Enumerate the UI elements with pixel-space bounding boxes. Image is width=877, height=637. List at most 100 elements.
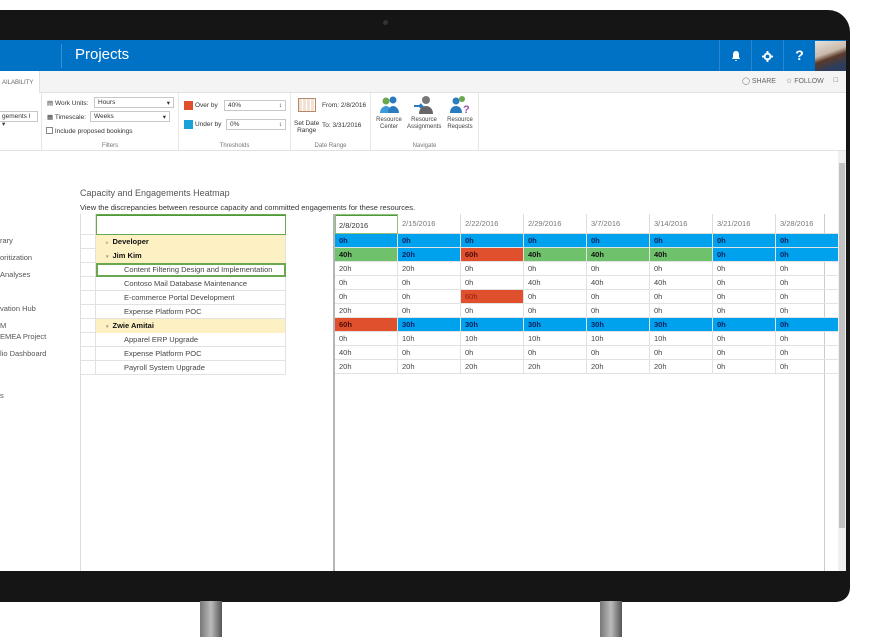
heatmap-cell[interactable]: 0h <box>461 262 524 276</box>
heatmap-cell[interactable]: 0h <box>524 262 587 276</box>
row-label[interactable]: Expense Platform POC <box>96 347 286 361</box>
heatmap-cell[interactable]: 0h <box>713 346 776 360</box>
under-by-spinner[interactable]: 0% ↕ <box>226 119 286 130</box>
heatmap-cell[interactable]: 20h <box>335 360 398 374</box>
heatmap-cell[interactable]: 40h <box>587 276 650 290</box>
heatmap-cell[interactable]: 0h <box>335 290 398 304</box>
heatmap-cell[interactable]: 20h <box>650 360 713 374</box>
column-header-date[interactable]: 3/28/2016 <box>776 214 839 234</box>
heatmap-cell[interactable]: 0h <box>398 276 461 290</box>
heatmap-cell[interactable]: 0h <box>713 290 776 304</box>
heatmap-cell[interactable]: 0h <box>776 346 839 360</box>
engagement-row[interactable]: Contoso Mail Database Maintenance <box>81 277 286 291</box>
engagement-row[interactable]: Content Filtering Design and Implementat… <box>81 263 286 277</box>
heatmap-cell[interactable]: 20h <box>461 360 524 374</box>
heatmap-cell[interactable]: 0h <box>650 346 713 360</box>
heatmap-cell[interactable]: 0h <box>335 276 398 290</box>
row-label[interactable]: Contoso Mail Database Maintenance <box>96 277 286 291</box>
vertical-scrollbar[interactable] <box>838 151 846 571</box>
row-label[interactable]: ▾ Zwie Amitai <box>96 319 286 333</box>
heatmap-cell[interactable]: 0h <box>524 290 587 304</box>
view-select[interactable]: gements I ▾ <box>0 111 38 128</box>
heatmap-cell[interactable]: 0h <box>713 360 776 374</box>
over-by-spinner[interactable]: 40% ↕ <box>224 100 286 111</box>
heatmap-cell[interactable]: 0h <box>776 360 839 374</box>
heatmap-cell[interactable]: 30h <box>461 318 524 332</box>
row-label[interactable]: Payroll System Upgrade <box>96 361 286 375</box>
heatmap-cell[interactable]: 20h <box>335 304 398 318</box>
engagement-row[interactable]: Payroll System Upgrade <box>81 361 286 375</box>
heatmap-cell[interactable]: 40h <box>650 248 713 262</box>
expander-icon[interactable]: ▾ <box>106 254 109 260</box>
include-proposed-checkbox[interactable]: Include proposed bookings <box>46 127 133 135</box>
heatmap-cell[interactable]: 0h <box>713 304 776 318</box>
focus-content-icon[interactable]: □ <box>833 77 838 84</box>
heatmap-cell[interactable]: 40h <box>650 276 713 290</box>
heatmap-cell[interactable]: 0h <box>713 262 776 276</box>
scrollbar-thumb[interactable] <box>839 163 845 528</box>
nav-item[interactable]: rary <box>0 236 13 245</box>
user-avatar[interactable] <box>815 41 846 71</box>
column-header-date[interactable]: 3/7/2016 <box>587 214 650 234</box>
heatmap-cell[interactable]: 10h <box>587 332 650 346</box>
heatmap-cell[interactable]: 30h <box>524 318 587 332</box>
heatmap-cell[interactable]: 0h <box>398 234 461 248</box>
row-label[interactable]: Apparel ERP Upgrade <box>96 333 286 347</box>
column-header-date[interactable]: 3/14/2016 <box>650 214 713 234</box>
heatmap-cell[interactable]: 0h <box>587 346 650 360</box>
resource-group-row[interactable]: ▾ Jim Kim <box>81 249 286 263</box>
heatmap-cell[interactable]: 60h <box>335 318 398 332</box>
nav-item[interactable]: M <box>0 321 7 330</box>
heatmap-cell[interactable]: 0h <box>650 304 713 318</box>
resource-group-row[interactable]: ▹ Developer <box>81 235 286 249</box>
heatmap-cell[interactable]: 0h <box>650 262 713 276</box>
heatmap-cell[interactable]: 10h <box>461 332 524 346</box>
heatmap-cell[interactable]: 0h <box>713 276 776 290</box>
heatmap-cell[interactable]: 30h <box>587 318 650 332</box>
heatmap-cell[interactable]: 0h <box>776 332 839 346</box>
help-icon[interactable]: ? <box>783 40 815 71</box>
heatmap-cell[interactable]: 0h <box>713 318 776 332</box>
column-header-date[interactable]: 3/21/2016 <box>713 214 776 234</box>
heatmap-cell[interactable]: 0h <box>713 332 776 346</box>
heatmap-cell[interactable]: 20h <box>587 360 650 374</box>
heatmap-cell[interactable]: 0h <box>713 248 776 262</box>
heatmap-cell[interactable]: 40h <box>587 248 650 262</box>
nav-item[interactable]: lio Dashboard <box>0 349 47 358</box>
engagement-row[interactable]: Expense Platform POC <box>81 305 286 319</box>
column-header-date[interactable]: 2/22/2016 <box>461 214 524 234</box>
column-header-date[interactable]: 2/29/2016 <box>524 214 587 234</box>
heatmap-cell[interactable]: 30h <box>398 318 461 332</box>
heatmap-cell[interactable]: 10h <box>650 332 713 346</box>
heatmap-cell[interactable]: 0h <box>776 262 839 276</box>
heatmap-cell[interactable]: 0h <box>776 290 839 304</box>
heatmap-cell[interactable]: 0h <box>398 346 461 360</box>
nav-item[interactable]: vation Hub <box>0 304 36 313</box>
heatmap-cell[interactable]: 40h <box>335 346 398 360</box>
heatmap-cell[interactable]: 40h <box>335 248 398 262</box>
app-title[interactable]: Projects <box>75 46 130 63</box>
tree-header-cell[interactable] <box>96 214 286 235</box>
engagement-row[interactable]: Expense Platform POC <box>81 347 286 361</box>
heatmap-cell[interactable]: 0h <box>587 262 650 276</box>
engagement-row[interactable]: Apparel ERP Upgrade <box>81 333 286 347</box>
settings-gear-icon[interactable] <box>751 40 783 71</box>
heatmap-cell[interactable]: 0h <box>398 290 461 304</box>
nav-item[interactable]: oritization <box>0 253 33 262</box>
share-button[interactable]: ◯ SHARE <box>742 78 776 85</box>
heatmap-cell[interactable]: 0h <box>461 276 524 290</box>
heatmap-cell[interactable]: 0h <box>335 234 398 248</box>
resource-center-button[interactable]: Resource Center <box>372 95 406 131</box>
notifications-bell-icon[interactable] <box>719 40 751 71</box>
row-label[interactable]: ▾ Jim Kim <box>96 249 286 263</box>
heatmap-cell[interactable]: 20h <box>398 248 461 262</box>
timescale-select[interactable]: Weeks ▾ <box>90 111 170 122</box>
heatmap-cell[interactable]: 0h <box>587 234 650 248</box>
heatmap-cell[interactable]: 20h <box>524 360 587 374</box>
nav-item[interactable]: s <box>0 391 4 400</box>
heatmap-cell[interactable]: 0h <box>398 304 461 318</box>
heatmap-cell[interactable]: 0h <box>650 290 713 304</box>
heatmap-cell[interactable]: 0h <box>776 318 839 332</box>
column-header-date[interactable]: 2/8/2016 <box>335 214 398 234</box>
heatmap-cell[interactable]: 0h <box>524 234 587 248</box>
